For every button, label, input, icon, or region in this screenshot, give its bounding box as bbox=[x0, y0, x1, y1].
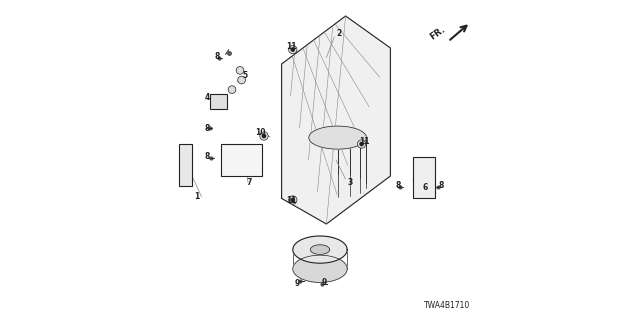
Text: 8: 8 bbox=[205, 124, 210, 132]
Text: 2: 2 bbox=[336, 29, 341, 38]
Circle shape bbox=[291, 48, 294, 51]
Text: 11: 11 bbox=[286, 42, 296, 51]
Polygon shape bbox=[310, 245, 330, 254]
Text: 9: 9 bbox=[322, 278, 327, 287]
Polygon shape bbox=[309, 126, 366, 149]
Circle shape bbox=[289, 196, 297, 204]
Text: 11: 11 bbox=[359, 137, 369, 146]
Circle shape bbox=[360, 142, 364, 146]
Circle shape bbox=[238, 76, 246, 84]
Text: 3: 3 bbox=[348, 178, 353, 187]
Text: 8: 8 bbox=[205, 152, 210, 161]
Bar bbox=[221, 144, 262, 176]
Polygon shape bbox=[293, 255, 347, 282]
Text: TWA4B1710: TWA4B1710 bbox=[424, 301, 470, 310]
Bar bbox=[179, 144, 192, 186]
Polygon shape bbox=[282, 16, 390, 224]
Circle shape bbox=[260, 132, 268, 140]
Text: 8: 8 bbox=[214, 52, 220, 60]
Circle shape bbox=[228, 86, 236, 93]
Text: FR.: FR. bbox=[428, 25, 447, 42]
Text: 10: 10 bbox=[255, 128, 266, 137]
Text: 5: 5 bbox=[242, 71, 248, 80]
Circle shape bbox=[291, 198, 294, 202]
Text: 11: 11 bbox=[286, 196, 296, 205]
Text: 7: 7 bbox=[246, 178, 252, 187]
Bar bbox=[413, 157, 435, 198]
Text: 8: 8 bbox=[438, 181, 444, 190]
Circle shape bbox=[357, 140, 366, 148]
Circle shape bbox=[289, 45, 297, 54]
Text: 1: 1 bbox=[195, 192, 200, 201]
Circle shape bbox=[262, 134, 266, 138]
Polygon shape bbox=[293, 236, 347, 263]
Circle shape bbox=[236, 67, 244, 74]
Text: 8: 8 bbox=[396, 181, 401, 190]
Bar bbox=[210, 94, 227, 109]
Text: 6: 6 bbox=[423, 183, 428, 192]
Text: 4: 4 bbox=[205, 93, 210, 102]
Text: 9: 9 bbox=[295, 279, 300, 288]
